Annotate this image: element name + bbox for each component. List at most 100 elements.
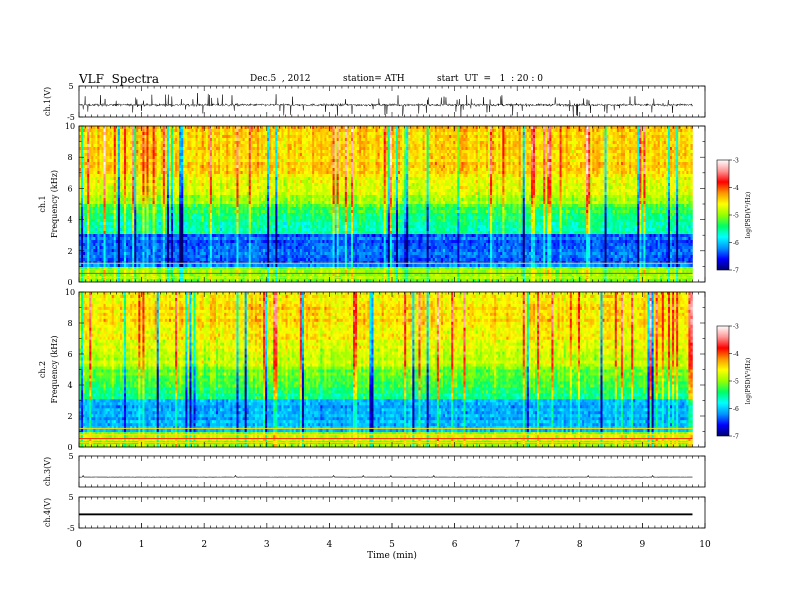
spectrogram-cell: [590, 165, 592, 168]
spectrogram-cell: [290, 162, 292, 165]
spectrogram-cell: [390, 135, 392, 138]
spectrogram-cell: [441, 165, 443, 168]
spectrogram-cell: [337, 153, 339, 156]
spectrogram-cell: [277, 150, 279, 153]
spectrogram-cell: [607, 141, 609, 144]
spectrogram-cell: [128, 171, 130, 174]
spectrogram-cell: [279, 138, 281, 141]
spectrogram-cell: [668, 135, 670, 138]
spectrogram-cell: [500, 153, 502, 156]
spectrogram-cell: [592, 165, 594, 168]
spectrogram-cell: [531, 141, 533, 144]
spectrogram-cell: [118, 132, 120, 135]
spectrogram-cell: [492, 171, 494, 174]
spectrogram-cell: [142, 132, 144, 135]
spectrogram-cell: [343, 126, 345, 129]
spectrogram-cell: [228, 168, 230, 171]
spectrogram-cell: [472, 156, 474, 159]
spectrogram-cell: [631, 162, 633, 165]
spectrogram-cell: [490, 135, 492, 138]
spectrogram-cell: [576, 126, 578, 129]
spectrogram-cell: [232, 165, 234, 168]
spectrogram-cell: [320, 138, 322, 141]
spectrogram-cell: [449, 132, 451, 135]
spectrogram-cell: [451, 150, 453, 153]
spectrogram-cell: [376, 162, 378, 165]
spectrogram-cell: [584, 150, 586, 153]
spectrogram-cell: [625, 132, 627, 135]
spectrogram-cell: [678, 156, 680, 159]
spectrogram-cell: [429, 165, 431, 168]
spectrogram-cell: [351, 162, 353, 165]
spectrogram-cell: [527, 132, 529, 135]
spectrogram-cell: [531, 162, 533, 165]
spectrogram-cell: [339, 129, 341, 132]
spectrogram-cell: [312, 162, 314, 165]
spectrogram-cell: [339, 135, 341, 138]
spectrogram-cell: [457, 165, 459, 168]
spectrogram-cell: [541, 159, 543, 162]
spectrogram-cell: [355, 171, 357, 174]
spectrogram-cell: [249, 156, 251, 159]
spectrogram-cell: [128, 138, 130, 141]
spectrogram-cell: [144, 162, 146, 165]
spectrogram-cell: [208, 165, 210, 168]
spectrogram-cell: [523, 162, 525, 165]
spectrogram-cell: [173, 156, 175, 159]
spectrogram-cell: [112, 153, 114, 156]
spectrogram-cell: [87, 129, 89, 132]
spectrogram-cell: [408, 159, 410, 162]
spectrogram-cell: [578, 138, 580, 141]
spectrogram-cell: [243, 159, 245, 162]
spectrogram-cell: [474, 126, 476, 129]
spectrogram-cell: [547, 153, 549, 156]
spectrogram-cell: [230, 144, 232, 147]
spectrogram-cell: [314, 165, 316, 168]
spectrogram-cell: [584, 159, 586, 162]
spectrogram-cell: [674, 153, 676, 156]
spectrogram-cell: [171, 147, 173, 150]
spectrogram-cell: [629, 126, 631, 129]
spectrogram-cell: [171, 171, 173, 174]
spectrogram-cell: [521, 129, 523, 132]
spectrogram-cell: [373, 135, 375, 138]
spectrogram-cell: [175, 129, 177, 132]
spectrogram-cell: [643, 147, 645, 150]
spectrogram-cell: [173, 159, 175, 162]
spectrogram-cell: [163, 165, 165, 168]
spectrogram-cell: [347, 135, 349, 138]
spectrogram-cell: [545, 159, 547, 162]
spectrogram-cell: [461, 147, 463, 150]
spectrogram-cell: [470, 171, 472, 174]
spectrogram-cell: [292, 141, 294, 144]
spectrogram-cell: [398, 132, 400, 135]
spectrogram-cell: [271, 135, 273, 138]
spectrogram-cell: [308, 138, 310, 141]
spectrogram-cell: [124, 153, 126, 156]
spectrogram-cell: [263, 159, 265, 162]
spectrogram-cell: [241, 138, 243, 141]
spectrogram-cell: [635, 153, 637, 156]
spectrogram-cell: [412, 150, 414, 153]
spectrogram-cell: [208, 162, 210, 165]
spectrogram-cell: [144, 129, 146, 132]
spectrogram-cell: [521, 165, 523, 168]
spectrogram-cell: [310, 135, 312, 138]
spectrogram-cell: [603, 147, 605, 150]
spectrogram-cell: [517, 138, 519, 141]
spectrogram-cell: [198, 144, 200, 147]
spectrogram-cell: [304, 144, 306, 147]
spectrogram-cell: [656, 132, 658, 135]
spectrogram-cell: [418, 126, 420, 129]
spectrogram-cell: [470, 162, 472, 165]
spectrogram-cell: [101, 171, 103, 174]
spectrogram-cell: [376, 168, 378, 171]
spectrogram-cell: [239, 147, 241, 150]
spectrogram-cell: [171, 165, 173, 168]
spectrogram-cell: [89, 171, 91, 174]
spectrogram-cell: [373, 165, 375, 168]
spectrogram-cell: [435, 171, 437, 174]
spectrogram-cell: [126, 138, 128, 141]
spectrogram-cell: [351, 171, 353, 174]
spectrogram-cell: [468, 132, 470, 135]
